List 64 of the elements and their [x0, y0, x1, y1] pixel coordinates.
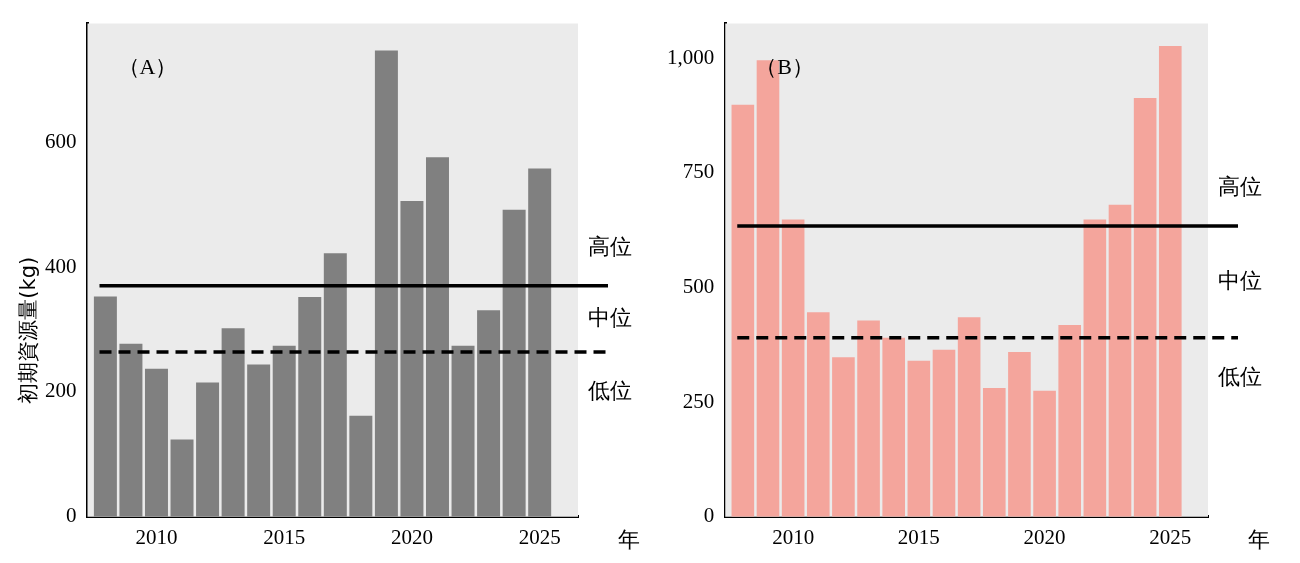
x-tick-label: 2015 — [263, 524, 306, 549]
bar — [781, 219, 805, 517]
bar — [528, 168, 552, 517]
x-axis-title: 年 — [1248, 526, 1270, 552]
bar — [957, 317, 981, 517]
bar — [1108, 204, 1132, 517]
y-tick-label: 200 — [45, 378, 77, 403]
text: 中位 — [1218, 267, 1262, 293]
text: （A） — [117, 54, 178, 80]
bar — [477, 310, 501, 517]
y-tick-label: 750 — [682, 159, 715, 184]
bar — [1158, 46, 1182, 517]
bar — [298, 297, 322, 517]
y-tick-label: 400 — [45, 253, 77, 278]
bar — [1083, 219, 1107, 517]
y-tick-label: 1,000 — [667, 44, 715, 69]
x-tick-label: 2015 — [897, 524, 940, 549]
bar — [502, 209, 526, 517]
y-tick-label: 500 — [682, 273, 715, 298]
x-tick-label: 2020 — [390, 524, 433, 549]
text: 高位 — [1218, 173, 1262, 199]
bar — [832, 357, 855, 517]
bar — [144, 368, 168, 517]
x-tick-label: 2020 — [1023, 524, 1066, 549]
bar — [907, 360, 931, 517]
bar — [247, 364, 271, 517]
bar — [451, 345, 475, 517]
bar — [119, 343, 143, 517]
bar — [1033, 390, 1056, 517]
bar — [806, 312, 830, 517]
bar — [93, 296, 117, 517]
text: （B） — [755, 54, 814, 80]
bar — [196, 382, 220, 517]
text: 低位 — [1218, 363, 1262, 389]
bar — [374, 50, 398, 517]
text: 低位 — [588, 377, 632, 403]
bar — [272, 345, 296, 517]
bar — [1133, 97, 1157, 517]
x-tick-label: 2010 — [772, 524, 815, 549]
y-tick-label: 600 — [45, 128, 77, 153]
y-tick-label: 250 — [682, 388, 715, 413]
y-tick-label: 0 — [66, 503, 77, 528]
bar — [731, 104, 755, 517]
y-axis-title: 初期資源量(kg) — [16, 256, 41, 404]
bar — [1008, 352, 1031, 517]
y-tick-label: 0 — [703, 503, 715, 528]
bar — [349, 415, 373, 517]
bar — [323, 253, 347, 517]
bar — [170, 439, 194, 517]
x-tick-label: 2025 — [1149, 524, 1192, 549]
bar — [982, 387, 1006, 517]
bar — [882, 337, 906, 517]
text: 高位 — [588, 233, 632, 259]
bar — [221, 328, 245, 517]
bar — [400, 200, 424, 517]
bar — [932, 349, 956, 517]
bar — [1058, 325, 1082, 517]
bar — [756, 60, 780, 517]
bar — [857, 320, 880, 517]
bar — [426, 157, 449, 517]
x-tick-label: 2025 — [518, 524, 561, 549]
text: 中位 — [588, 304, 632, 330]
x-axis-title: 年 — [618, 526, 640, 552]
x-tick-label: 2010 — [135, 524, 178, 549]
